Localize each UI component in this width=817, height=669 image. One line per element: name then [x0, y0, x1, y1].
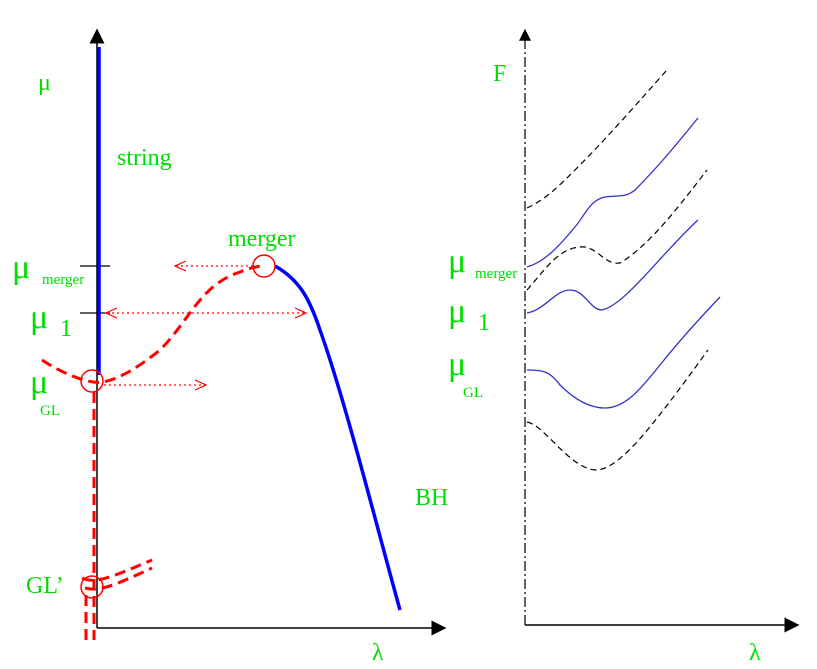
right-mu-1-subscript: 1	[478, 310, 490, 336]
right-mu-1-symbol: μ	[448, 293, 466, 330]
left-mu-1-symbol: μ	[30, 299, 48, 336]
right-mu-merger-symbol: μ	[448, 243, 466, 280]
string-label: string	[117, 145, 172, 171]
merger-label: merger	[228, 226, 296, 252]
gl-point-circle	[80, 369, 104, 393]
left-mu-1-subscript: 1	[60, 316, 72, 342]
gl-prime-point-circle	[80, 575, 104, 599]
gl-prime-branch-b	[84, 566, 153, 591]
bh-label: BH	[415, 485, 448, 511]
f-curve-dashed-merger	[526, 169, 708, 291]
left-panel: μ string merger BH GL’ λ μ merger μ 1 μ …	[12, 28, 448, 666]
gl-prime-branch-a	[81, 558, 153, 582]
right-panel: F λ μ merger μ 1 μ GL	[448, 28, 800, 666]
f-curve-blue-top	[526, 117, 699, 268]
left-y-axis-label: μ	[38, 70, 51, 96]
right-y-axis-label: F	[493, 61, 506, 87]
left-mu-gl-symbol: μ	[30, 364, 48, 401]
right-mu-gl-symbol: μ	[448, 346, 466, 383]
f-curve-blue-mu1	[526, 219, 699, 314]
right-mu-merger-subscript: merger	[475, 266, 517, 282]
f-curve-blue-gl	[526, 296, 721, 409]
left-x-axis-label: λ	[372, 640, 384, 664]
f-curve-dashed-top	[526, 69, 668, 209]
f-curve-dashed-bottom	[526, 349, 709, 471]
gl-prime-label: GL’	[26, 573, 64, 599]
left-mu-merger-symbol: μ	[12, 249, 30, 286]
right-x-axis-label: λ	[749, 640, 761, 664]
left-mu-gl-subscript: GL	[40, 403, 60, 419]
left-mu-merger-subscript: merger	[42, 272, 84, 288]
right-mu-gl-subscript: GL	[463, 385, 483, 401]
bh-branch-curve	[274, 264, 402, 611]
